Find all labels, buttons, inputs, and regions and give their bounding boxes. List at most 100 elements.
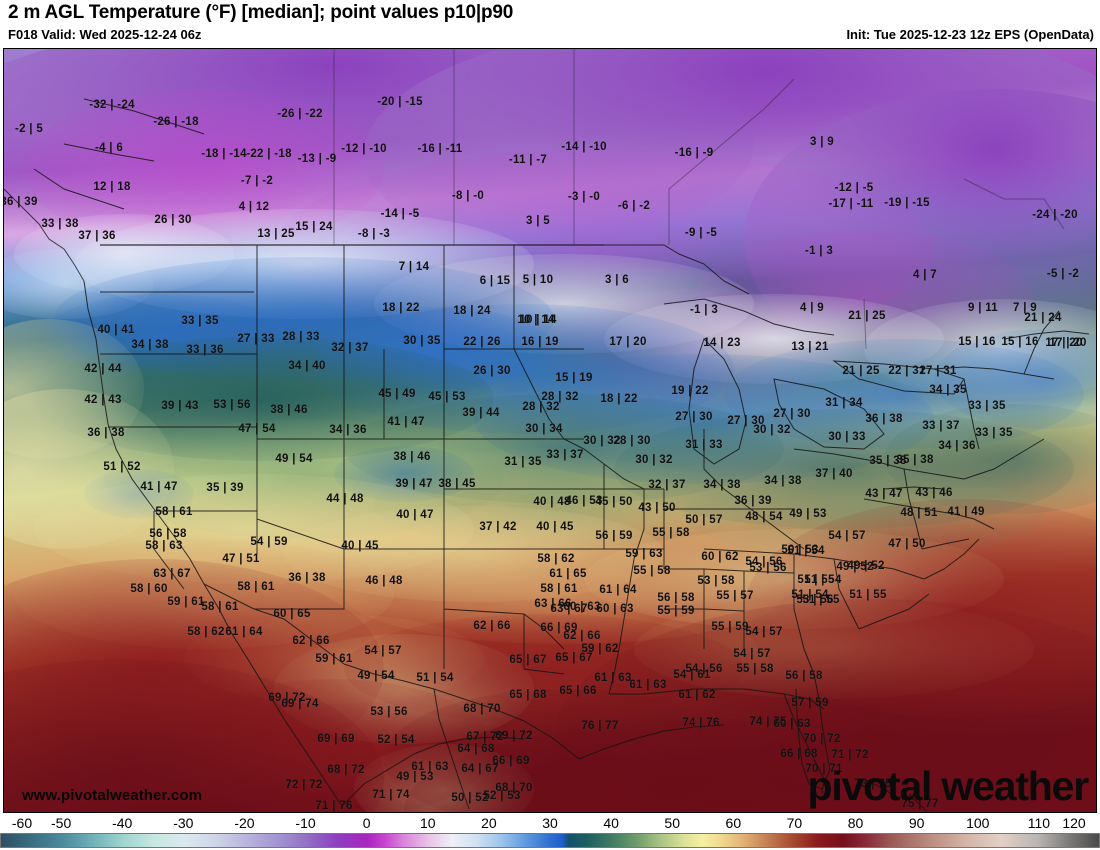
point-value-label: 58 | 62 bbox=[187, 626, 225, 638]
point-value-label: 36 | 39 bbox=[734, 495, 772, 507]
point-value-label: -7 | -2 bbox=[240, 175, 274, 187]
point-value-label: 53 | 56 bbox=[370, 706, 408, 718]
colorbar-tick-label: -20 bbox=[234, 815, 255, 831]
point-value-label: 58 | 60 bbox=[130, 583, 168, 595]
point-value-label: 31 | 35 bbox=[504, 456, 542, 468]
point-value-label: 60 | 63 bbox=[563, 601, 601, 613]
point-value-label: 47 | 50 bbox=[888, 538, 926, 550]
point-value-label: -11 | -7 bbox=[508, 154, 548, 166]
page-title: 2 m AGL Temperature (°F) [median]; point… bbox=[8, 2, 514, 23]
point-value-label: 3 | 9 bbox=[810, 136, 834, 148]
point-value-label: 54 | 57 bbox=[828, 530, 866, 542]
point-value-label: 41 | 49 bbox=[947, 506, 985, 518]
point-value-label: 31 | 34 bbox=[825, 397, 863, 409]
point-value-label: 65 | 67 bbox=[509, 654, 547, 666]
point-value-label: 51 | 54 bbox=[416, 672, 454, 684]
point-value-label: 54 | 61 bbox=[673, 669, 711, 681]
colorbar-tick-label: 100 bbox=[966, 815, 990, 831]
point-value-label: -22 | -18 bbox=[246, 148, 292, 160]
point-value-label: 70 | 71 bbox=[805, 763, 843, 775]
point-value-label: 15 | 16 bbox=[958, 336, 996, 348]
point-value-label: 58 | 61 bbox=[155, 506, 193, 518]
point-value-label: 69 | 72 bbox=[268, 692, 306, 704]
point-value-label: 37 | 36 bbox=[78, 230, 116, 242]
point-value-label: 10 | 14 bbox=[519, 314, 557, 326]
point-value-label: -1 | 3 bbox=[804, 245, 834, 257]
point-value-label: 54 | 57 bbox=[733, 648, 771, 660]
point-value-label: -8 | -3 bbox=[357, 228, 391, 240]
point-value-label: 21 | 25 bbox=[848, 310, 886, 322]
colorbar-tick-label: 30 bbox=[542, 815, 558, 831]
point-value-label: 15 | 24 bbox=[295, 221, 333, 233]
point-value-label: 58 | 61 bbox=[237, 581, 275, 593]
point-value-label: 37 | 40 bbox=[815, 468, 853, 480]
point-value-label: 18 | 22 bbox=[600, 393, 638, 405]
point-value-label: 58 | 62 bbox=[537, 553, 575, 565]
point-value-label: 6 | 15 bbox=[479, 275, 511, 287]
point-value-label: 41 | 47 bbox=[140, 481, 178, 493]
point-value-label: 34 | 40 bbox=[288, 360, 326, 372]
point-value-label: 36 | 38 bbox=[288, 572, 326, 584]
point-value-label: -9 | -5 bbox=[684, 227, 718, 239]
point-value-label: 27 | 31 bbox=[919, 365, 957, 377]
point-value-label: 60 | 62 bbox=[701, 551, 739, 563]
point-value-label: 59 | 62 bbox=[581, 643, 619, 655]
point-value-label: 39 | 44 bbox=[462, 407, 500, 419]
point-value-label: 47 | 51 bbox=[222, 553, 260, 565]
point-value-label: 36 | 38 bbox=[87, 427, 125, 439]
point-value-label: 73 | 75 bbox=[854, 778, 892, 790]
point-value-label: -1 | 3 bbox=[689, 304, 719, 316]
point-value-label: 13 | 21 bbox=[791, 341, 829, 353]
point-value-label: -12 | -10 bbox=[341, 143, 387, 155]
point-value-label: 71 | 74 bbox=[372, 789, 410, 801]
colorbar-tick-label: 90 bbox=[908, 815, 925, 831]
point-value-label: 61 | 65 bbox=[549, 568, 587, 580]
point-value-label: 55 | 58 bbox=[652, 527, 690, 539]
point-value-label: 34 | 36 bbox=[329, 424, 367, 436]
point-value-label: 26 | 30 bbox=[473, 365, 511, 377]
site-url-watermark: www.pivotalweather.com bbox=[22, 787, 203, 804]
forecast-valid-label: F018 Valid: Wed 2025-12-24 06z bbox=[8, 27, 202, 42]
point-value-label: 51 | 54 bbox=[791, 589, 829, 601]
point-value-label: 45 | 50 bbox=[595, 496, 633, 508]
point-value-label: 45 | 53 bbox=[428, 391, 466, 403]
map-canvas[interactable]: -2 | 5 -4 | 6 12 | 18 36 | 39 33 | 38 37 | 36… bbox=[3, 48, 1097, 813]
point-value-label: 75 | 77 bbox=[901, 798, 939, 810]
point-value-label: 62 | 66 bbox=[563, 630, 601, 642]
point-value-label: 34 | 36 bbox=[938, 440, 976, 452]
point-value-label: 22 | 26 bbox=[463, 336, 501, 348]
point-value-label: 46 | 48 bbox=[365, 575, 403, 587]
point-value-label: 60 | 63 bbox=[596, 603, 634, 615]
point-value-label: 76 | 77 bbox=[581, 720, 619, 732]
point-value-label: -26 | -22 bbox=[277, 108, 323, 120]
point-value-label: -2 | 5 bbox=[14, 123, 44, 135]
point-value-layer: -2 | 5 -4 | 6 12 | 18 36 | 39 33 | 38 37 | 36… bbox=[4, 49, 1096, 812]
point-value-label: -14 | -5 bbox=[380, 208, 420, 220]
point-value-label: 22 | 31 bbox=[888, 365, 926, 377]
point-value-label: -6 | -2 bbox=[617, 200, 651, 212]
point-value-label: 51 | 55 bbox=[797, 574, 835, 586]
point-value-label: 3 | 5 bbox=[526, 215, 550, 227]
point-value-label: 55 | 58 bbox=[633, 565, 671, 577]
point-value-label: 58 | 61 bbox=[201, 601, 239, 613]
point-value-label: 3 | 6 bbox=[605, 274, 629, 286]
point-value-label: 12 | 18 bbox=[93, 181, 131, 193]
point-value-label: 61 | 62 bbox=[678, 689, 716, 701]
point-value-label: 63 | 66 bbox=[534, 598, 572, 610]
point-value-label: 56 | 58 bbox=[657, 592, 695, 604]
point-value-label: 67 | 72 bbox=[466, 731, 504, 743]
point-value-label: 53 | 56 bbox=[749, 562, 787, 574]
point-value-label: 33 | 36 bbox=[186, 344, 224, 356]
point-value-label: 49 | 54 bbox=[275, 453, 313, 465]
point-value-label: 21 | 24 bbox=[1024, 312, 1062, 324]
point-value-label: 40 | 41 bbox=[97, 324, 135, 336]
point-value-label: 10 | 14 bbox=[517, 314, 555, 326]
point-value-label: 49 | 54 bbox=[357, 670, 395, 682]
point-value-label: 53 | 56 bbox=[796, 594, 834, 606]
point-value-label: 32 | 37 bbox=[331, 342, 369, 354]
point-value-label: -16 | -9 bbox=[674, 147, 714, 159]
point-value-label: 50 | 52 bbox=[451, 792, 489, 804]
point-value-label: 48 | 51 bbox=[900, 507, 938, 519]
point-value-label: 30 | 33 bbox=[828, 431, 866, 443]
model-init-label: Init: Tue 2025-12-23 12z EPS (OpenData) bbox=[846, 27, 1094, 42]
